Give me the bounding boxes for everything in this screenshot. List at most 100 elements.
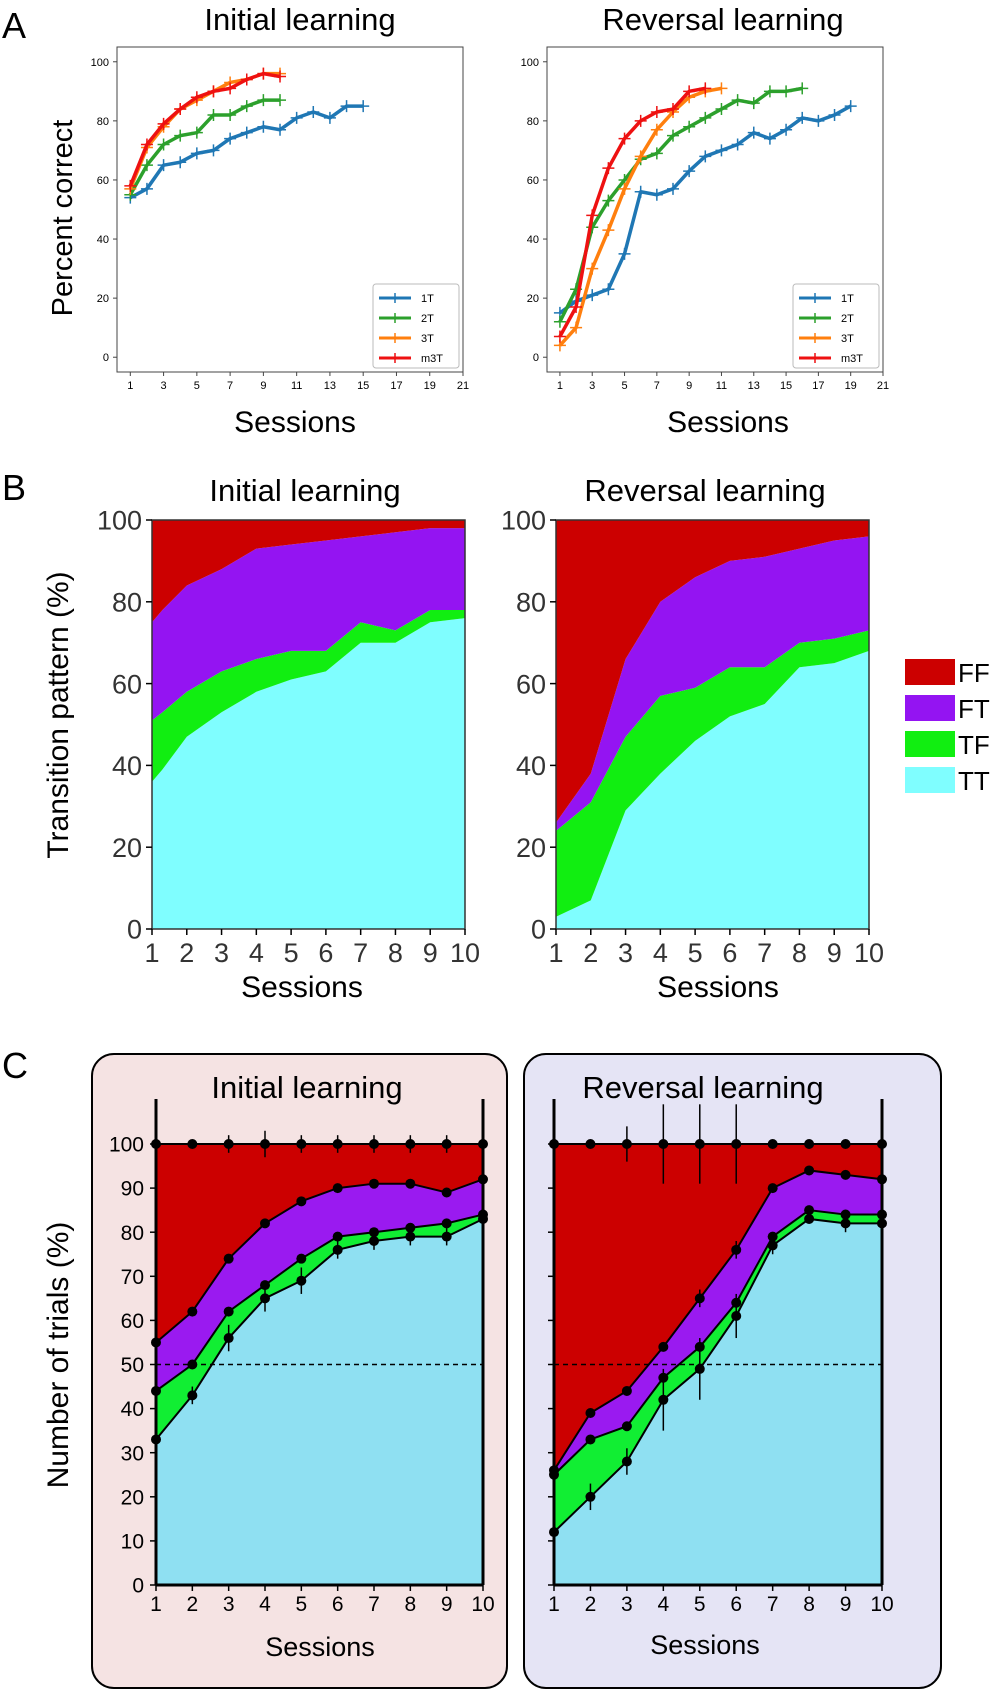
data-point-tt — [585, 1491, 596, 1502]
data-point-tf — [369, 1227, 379, 1238]
data-point-1t — [157, 159, 170, 172]
chart-title: Initial learning — [211, 1070, 402, 1105]
x-tick-label: 21 — [457, 380, 469, 392]
x-tick-label: 6 — [318, 938, 333, 968]
series-line-m3t — [558, 86, 706, 338]
data-point-2t — [157, 138, 170, 151]
data-point-3t — [634, 150, 647, 163]
area-ft — [554, 1170, 882, 1475]
data-point-tt — [621, 1456, 632, 1467]
x-tick-label: 17 — [390, 380, 402, 392]
x-tick-label: 3 — [621, 1593, 633, 1616]
x-tick-label: 15 — [357, 380, 369, 392]
data-point-tt — [767, 1240, 778, 1251]
data-point-2t — [763, 85, 776, 98]
data-point-1t — [715, 144, 728, 157]
data-point-ft — [767, 1183, 778, 1194]
x-tick-label: 8 — [388, 938, 403, 968]
legend-label-3t: 3T — [841, 333, 854, 345]
boundary-line-tt — [155, 1218, 484, 1441]
data-point-1t — [290, 111, 303, 124]
data-point-2t — [274, 94, 287, 107]
data-point-m3t — [618, 132, 631, 145]
x-tick-label: 2 — [186, 1593, 198, 1616]
x-tick-label: 7 — [757, 938, 772, 968]
data-point-tf — [840, 1209, 851, 1220]
data-point-ft — [296, 1196, 307, 1207]
data-point-tt — [260, 1293, 270, 1304]
data-point-3t — [570, 321, 583, 334]
legend-label-2t: 2T — [421, 313, 434, 325]
data-point-ff — [441, 1139, 452, 1149]
plot-frame — [546, 46, 884, 373]
y-tick-label: 100 — [97, 506, 142, 536]
data-point-m3t — [174, 103, 187, 116]
x-tick-label: 10 — [471, 1593, 494, 1616]
y-tick-label: 20 — [527, 293, 539, 305]
data-point-ff — [260, 1139, 270, 1149]
data-point-ft — [621, 1385, 632, 1396]
y-tick-label: 20 — [516, 833, 546, 863]
chart-title: Reversal learning — [602, 2, 843, 37]
x-tick-label: 3 — [161, 380, 167, 392]
data-point-2t — [224, 108, 237, 121]
x-tick-label: 4 — [249, 938, 264, 968]
area-ff — [152, 520, 465, 623]
data-point-m3t — [207, 85, 220, 98]
boundary-line-ft — [553, 1169, 883, 1471]
legend-frame — [372, 283, 460, 369]
y-tick-label: 40 — [97, 234, 109, 246]
y-tick-label: 60 — [121, 1310, 144, 1333]
data-point-tt — [369, 1236, 379, 1247]
data-point-2t — [715, 103, 728, 116]
boundary-line-ft — [155, 1178, 484, 1344]
x-tick-label: 5 — [194, 380, 200, 392]
x-tick-label: 13 — [324, 380, 336, 392]
y-tick-label: 20 — [97, 293, 109, 305]
series-line-3t — [558, 86, 722, 347]
data-point-1t — [323, 111, 336, 124]
data-point-1t — [667, 182, 679, 195]
data-point-tf — [767, 1231, 778, 1242]
x-tick-label: 17 — [812, 380, 824, 392]
x-tick-label: 8 — [803, 1593, 815, 1616]
data-point-ft — [332, 1183, 343, 1194]
data-point-2t — [796, 82, 809, 95]
data-point-1t — [602, 283, 615, 296]
legend-label-2t: 2T — [841, 313, 854, 325]
x-tick-label: 5 — [621, 380, 627, 392]
panel-letter-a: A — [2, 5, 26, 46]
x-tick-label: 5 — [295, 1593, 307, 1616]
y-tick-label: 0 — [132, 1575, 144, 1598]
data-point-m3t — [586, 209, 599, 222]
boundary-line-tf — [553, 1209, 882, 1476]
data-point-2t — [602, 194, 615, 207]
x-tick-label: 10 — [870, 1593, 893, 1616]
x-tick-label: 1 — [557, 380, 563, 392]
x-tick-label: 7 — [767, 1593, 779, 1616]
x-tick-label: 15 — [780, 380, 792, 392]
area-ft — [156, 1179, 483, 1391]
legend-label-m3t: m3T — [841, 353, 863, 365]
data-point-ft — [187, 1306, 198, 1317]
data-point-ff — [658, 1139, 669, 1149]
chart-title: Reversal learning — [584, 473, 825, 508]
series-line-3t — [128, 71, 281, 190]
legend-label-1t: 1T — [841, 293, 854, 305]
area-ff — [556, 520, 869, 823]
data-point-1t — [796, 111, 809, 124]
y-tick-label: 0 — [531, 915, 546, 945]
x-tick-label: 9 — [260, 380, 266, 392]
data-point-tt — [731, 1310, 742, 1321]
data-point-ff — [369, 1139, 379, 1149]
data-point-2t — [683, 120, 696, 133]
data-point-1t — [174, 156, 187, 169]
area-tt — [152, 618, 465, 929]
data-point-tf — [804, 1205, 815, 1216]
y-tick-label: 40 — [121, 1398, 144, 1421]
legend-frame — [792, 283, 880, 369]
y-axis-label: Number of trials (%) — [42, 1222, 75, 1489]
data-point-1t — [618, 247, 631, 260]
y-tick-label: 0 — [103, 352, 109, 364]
x-tick-label: 3 — [618, 938, 633, 968]
